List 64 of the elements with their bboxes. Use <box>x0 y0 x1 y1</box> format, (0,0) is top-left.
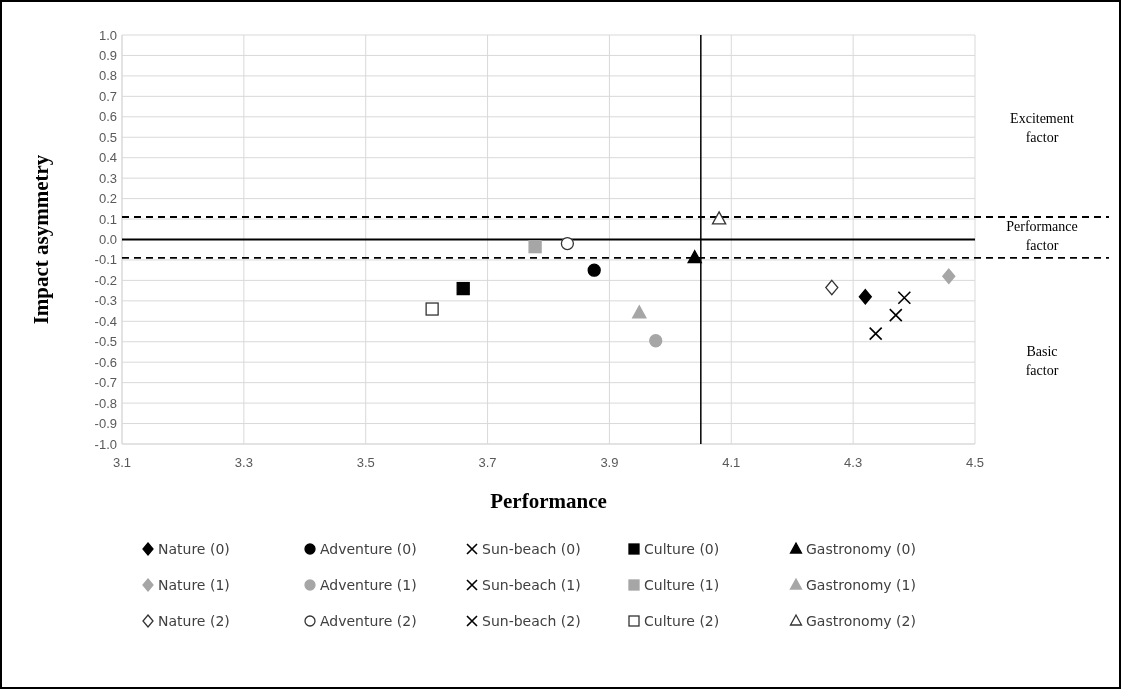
y-tick-label: -1.0 <box>94 436 117 452</box>
point <box>649 334 663 348</box>
point <box>868 326 883 341</box>
legend-label: Sun-beach (1) <box>482 577 581 593</box>
point <box>587 263 601 277</box>
point <box>456 281 470 296</box>
legend-label: Gastronomy (2) <box>806 613 916 629</box>
point <box>711 211 727 225</box>
legend-label: Adventure (1) <box>320 577 417 593</box>
y-tick-label: -0.5 <box>94 334 117 350</box>
y-tick-label: 0.1 <box>98 211 117 227</box>
point <box>632 305 647 319</box>
x-tick-label: 3.9 <box>600 455 619 470</box>
point <box>858 288 872 305</box>
y-tick-label: -0.8 <box>94 395 117 411</box>
y-tick-label: 0.6 <box>98 109 117 125</box>
y-tick-label: 0.7 <box>98 88 117 104</box>
y-tick-label: 0.8 <box>98 68 117 84</box>
legend-label: Gastronomy (0) <box>806 541 916 557</box>
point <box>425 302 439 316</box>
x-tick-label: 3.7 <box>478 455 497 470</box>
legend-label: Adventure (0) <box>320 541 417 557</box>
y-tick-label: -0.3 <box>94 293 117 309</box>
y-tick-label: 0.0 <box>98 232 117 247</box>
x-tick-label: 3.5 <box>356 455 375 470</box>
y-tick-label: 0.9 <box>98 47 117 63</box>
x-tick-label: 4.3 <box>844 455 863 470</box>
x-tick-label: 3.3 <box>234 455 253 470</box>
y-tick-label: 0.2 <box>98 191 117 207</box>
point <box>888 308 903 322</box>
y-tick-label: -0.4 <box>94 313 117 329</box>
text: Performance factor <box>1006 219 1078 253</box>
y-tick-label: 0.5 <box>98 129 117 145</box>
y-axis-title: Impact asymmetry <box>29 154 53 325</box>
legend-label: Culture (2) <box>644 613 720 629</box>
legend-label: Nature (2) <box>158 613 230 629</box>
y-tick-label: 0.3 <box>98 170 117 186</box>
x-tick-label: 4.1 <box>722 455 741 470</box>
y-tick-label: -0.6 <box>94 354 117 370</box>
point <box>897 290 912 305</box>
y-tick-label: 0.4 <box>98 150 117 166</box>
y-tick-label: 1.0 <box>98 27 117 43</box>
y-tick-label: -0.7 <box>94 375 117 391</box>
y-tick-label: -0.1 <box>94 252 117 268</box>
legend-label: Adventure (2) <box>320 613 417 629</box>
legend-label: Nature (1) <box>158 577 230 593</box>
text: Excitement factor <box>1010 111 1074 145</box>
legend-label: Gastronomy (1) <box>806 577 916 593</box>
text: Basic factor <box>1025 344 1059 378</box>
y-tick-label: -0.2 <box>94 272 117 288</box>
point <box>942 268 956 285</box>
point <box>825 279 839 296</box>
x-tick-label: 4.5 <box>965 455 985 470</box>
point <box>687 250 702 264</box>
legend-label: Sun-beach (0) <box>482 541 581 557</box>
legend-label: Sun-beach (2) <box>482 613 581 629</box>
legend-label: Nature (0) <box>158 541 230 557</box>
x-axis-title: Performance <box>490 489 607 513</box>
point <box>560 236 575 251</box>
y-tick-label: -0.9 <box>94 416 117 432</box>
point <box>528 240 542 254</box>
legend-label: Culture (0) <box>644 541 720 557</box>
x-tick-label: 3.1 <box>112 455 132 470</box>
legend-label: Culture (1) <box>644 577 720 593</box>
